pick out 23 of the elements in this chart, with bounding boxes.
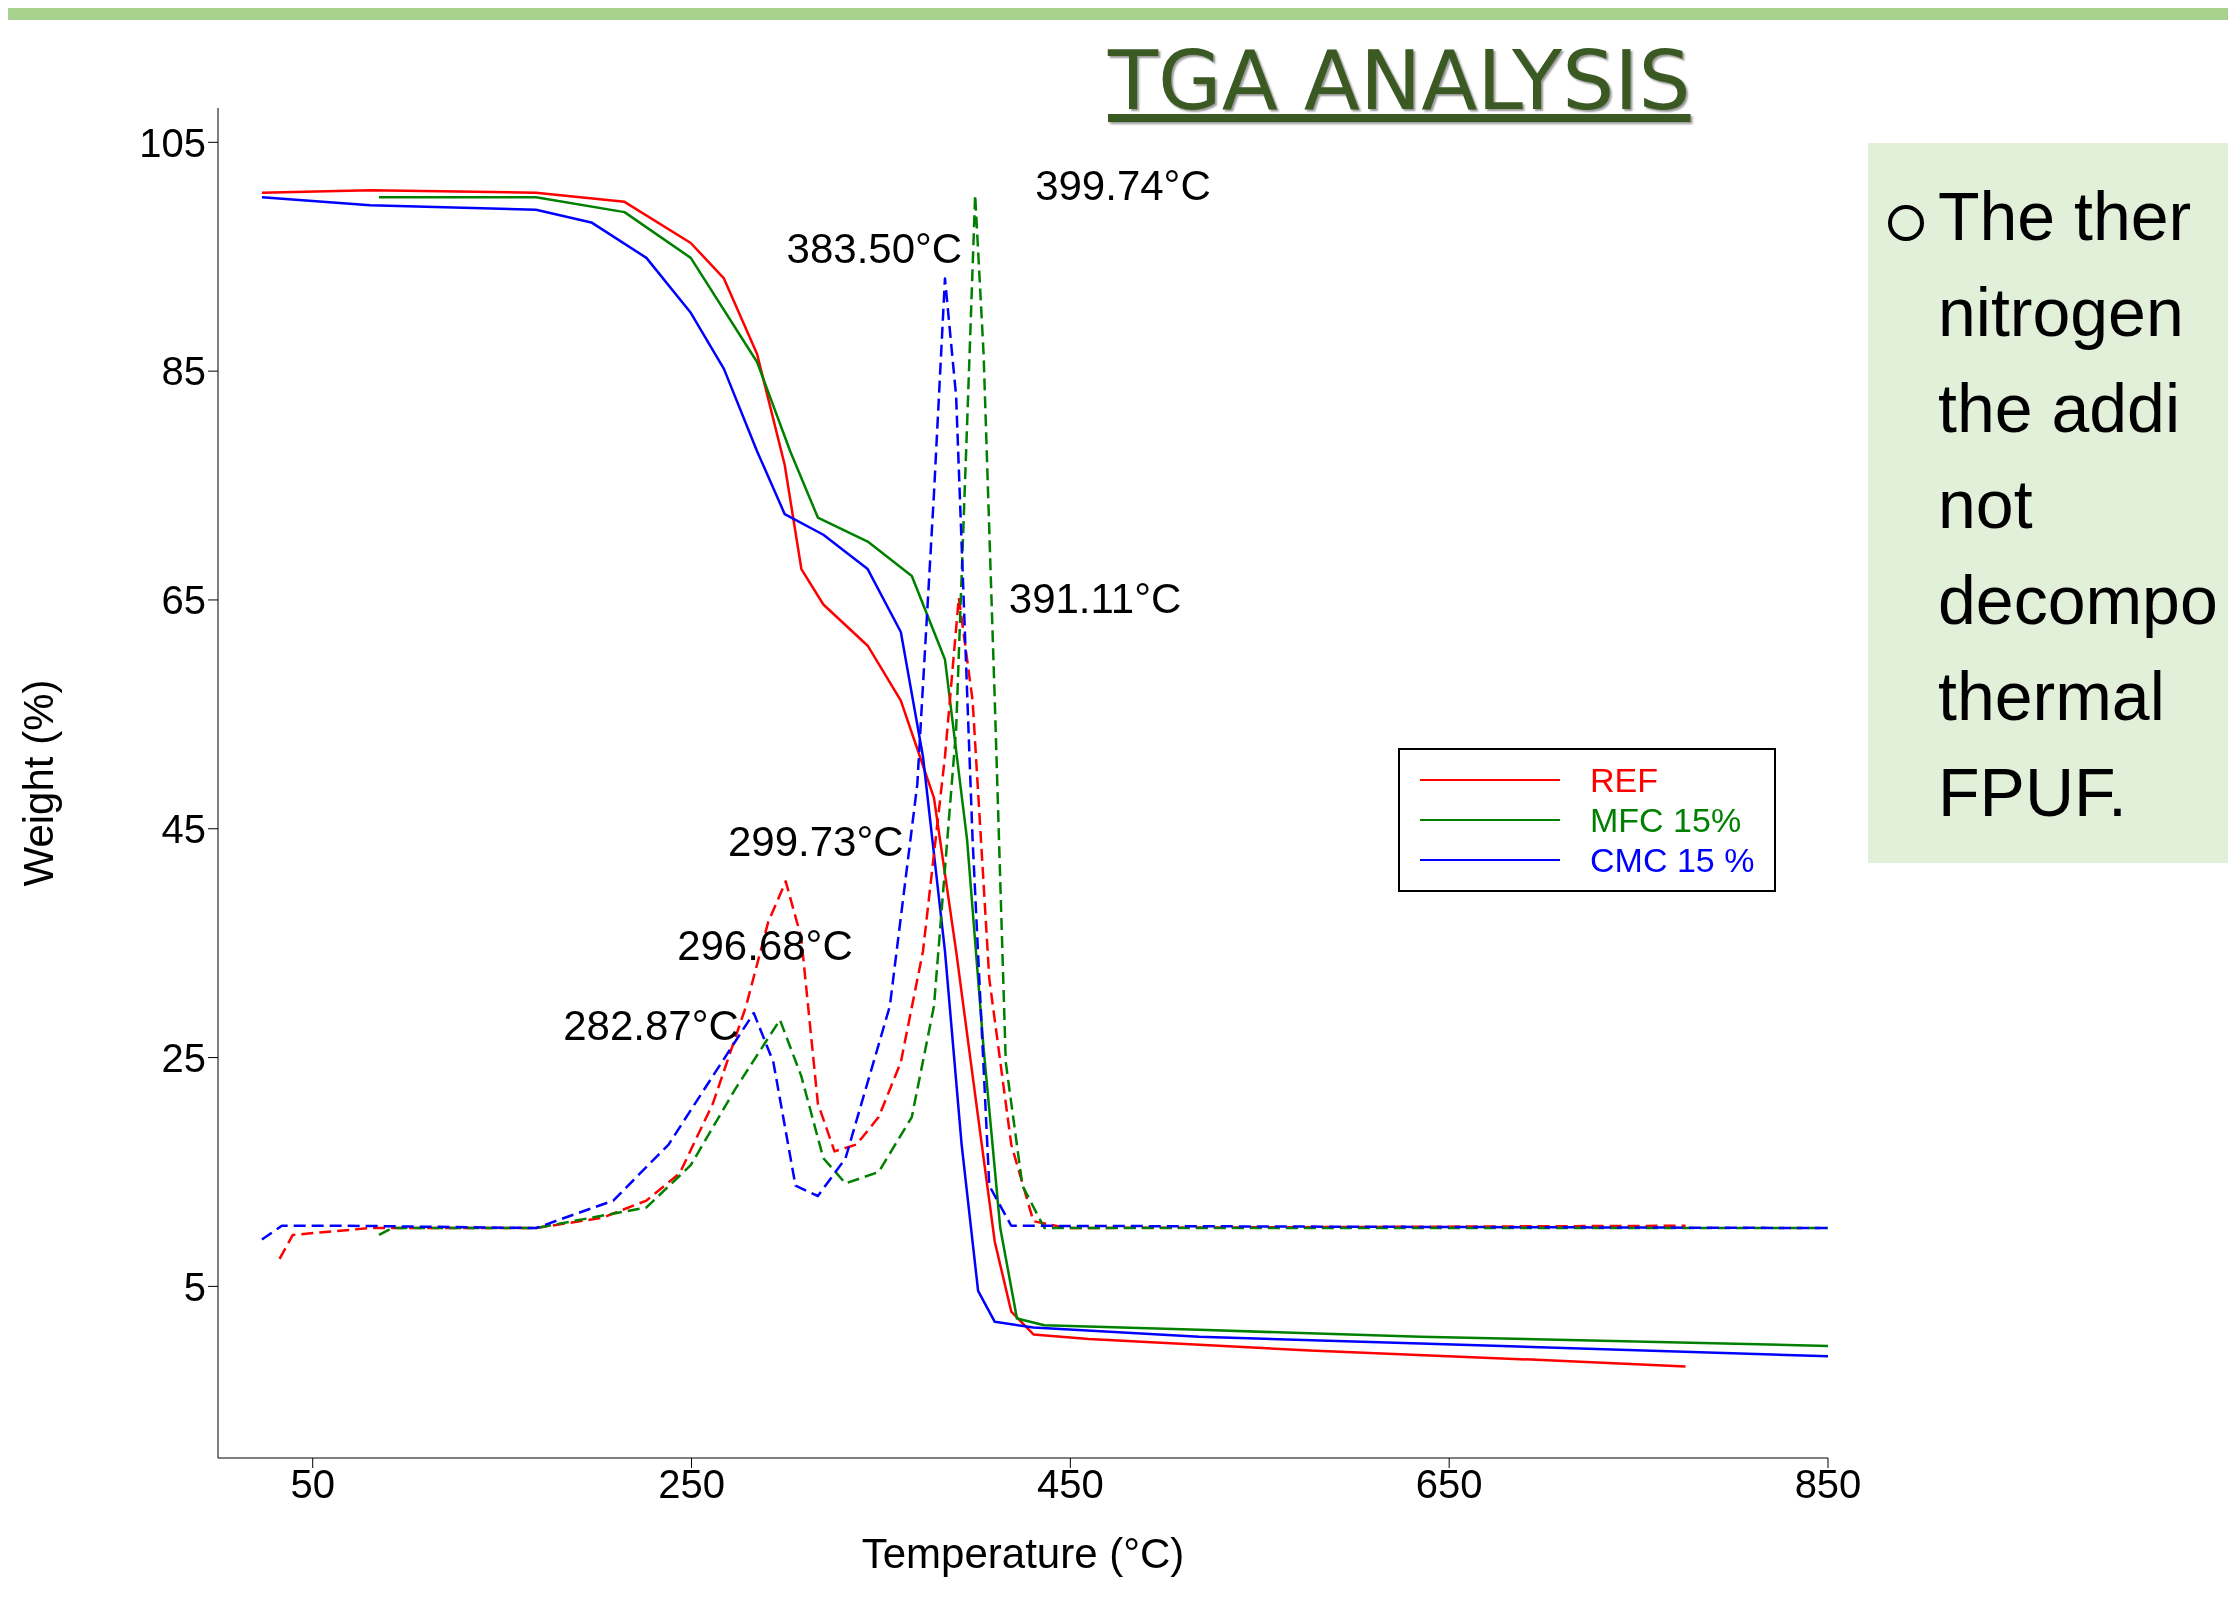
x-tick-label: 650 [1415, 1462, 1483, 1507]
legend-label: REF [1590, 760, 1658, 800]
y-tick-label: 5 [183, 1264, 206, 1309]
annotation: 391.11°C [1008, 574, 1182, 622]
x-tick-label: 250 [658, 1462, 725, 1507]
y-tick-label: 25 [161, 1035, 206, 1080]
annotation: 383.50°C [786, 225, 963, 273]
y-tick-label: 105 [139, 120, 206, 165]
x-axis-title: Temperature (°C) [861, 1530, 1185, 1577]
annotation: 299.73°C [727, 818, 904, 866]
y-axis-title: Weight (%) [14, 679, 62, 887]
annotation: 282.87°C [563, 1001, 739, 1049]
y-tick-label: 65 [161, 578, 206, 623]
x-tick-label: 850 [1794, 1462, 1862, 1507]
x-tick-label: 50 [290, 1462, 335, 1507]
y-tick-label: 45 [161, 806, 206, 851]
annotation: 399.74°C [1035, 161, 1211, 209]
text: The ther nitrogen the addi not decompo thermal FPUF. [1868, 143, 2228, 863]
chart-title: TGA ANALYSIS [1108, 33, 1691, 128]
legend-label: MFC 15% [1590, 800, 1742, 840]
x-tick-label: 450 [1036, 1462, 1104, 1507]
y-tick-label: 85 [161, 349, 206, 394]
legend-label: CMC 15 % [1590, 840, 1755, 880]
